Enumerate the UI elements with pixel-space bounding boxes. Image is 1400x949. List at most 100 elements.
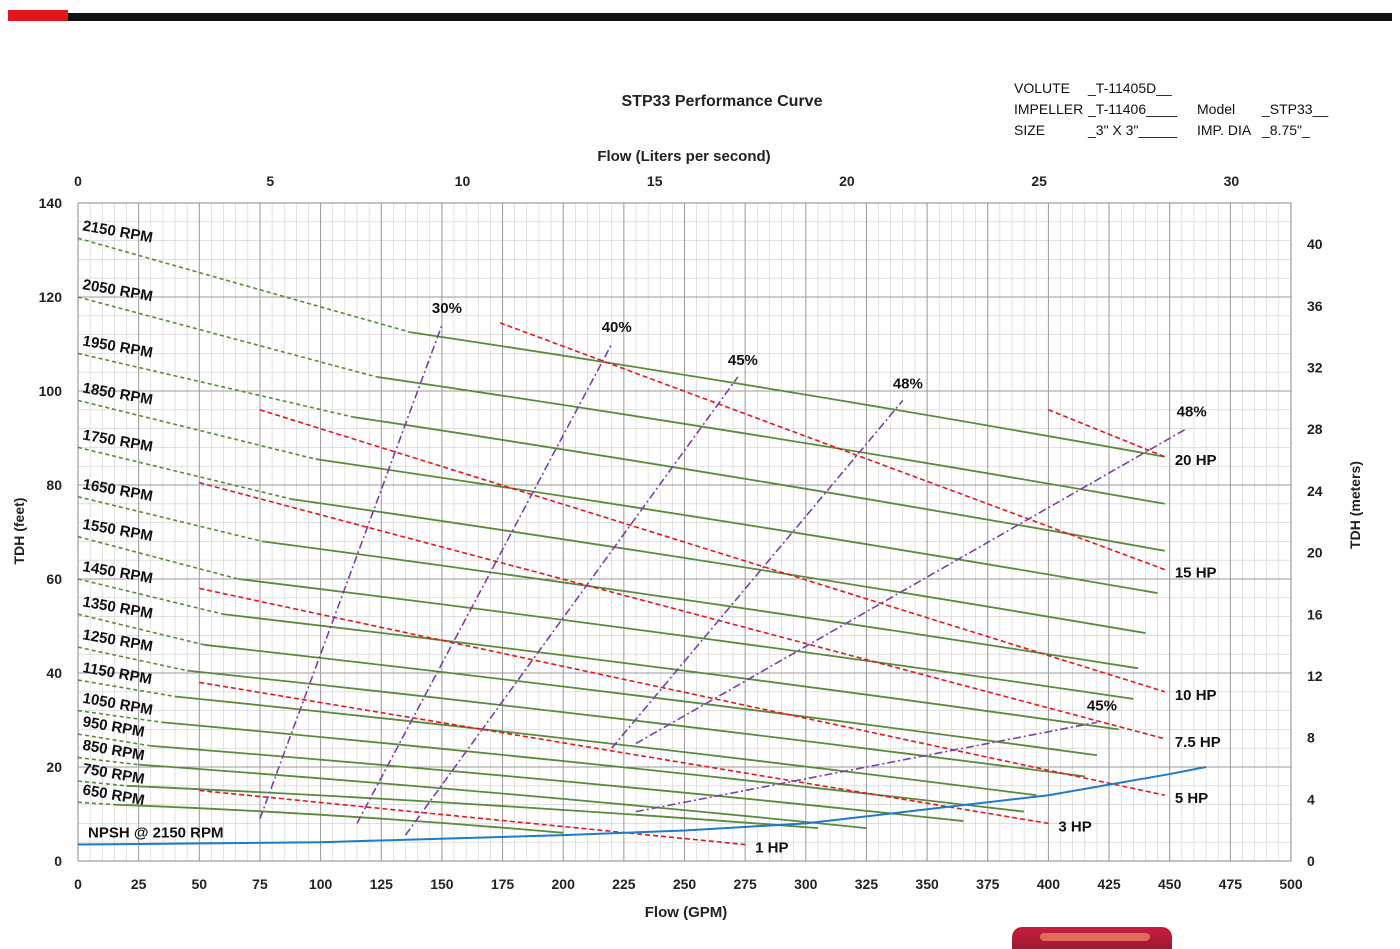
- y-axis-label: TDH (feet): [11, 498, 27, 565]
- x-tick-label: 450: [1158, 876, 1182, 892]
- x-top-tick-label: 5: [266, 173, 274, 189]
- x-tick-label: 100: [309, 876, 333, 892]
- rpm-curve-label: 1250 RPM: [81, 626, 154, 655]
- hp-curve-label: 10 HP: [1175, 687, 1217, 704]
- hp-curve-label: 3 HP: [1058, 818, 1091, 835]
- efficiency-curve-label: 30%: [432, 300, 462, 317]
- y-tick-label: 80: [46, 477, 62, 493]
- hp-curve: [499, 322, 1166, 571]
- y-tick-label: 40: [46, 665, 62, 681]
- x-tick-label: 200: [552, 876, 576, 892]
- x-tick-label: 225: [612, 876, 636, 892]
- rpm-curve-solid: [138, 763, 867, 829]
- hp-curve: [259, 409, 1166, 693]
- rpm-curve-dashed: [77, 446, 292, 500]
- efficiency-curve-label: 45%: [1087, 697, 1117, 714]
- x-tick-label: 250: [673, 876, 697, 892]
- rpm-curve-dashed: [77, 352, 353, 418]
- efficiency-curve: [611, 399, 904, 749]
- x-tick-label: 75: [252, 876, 268, 892]
- rpm-curve-solid: [291, 498, 1146, 634]
- hp-curve-label: 1 HP: [755, 840, 788, 857]
- efficiency-curve-label: 45%: [728, 352, 758, 369]
- efficiency-curve-label: 40%: [602, 319, 632, 336]
- x-tick-label: 125: [370, 876, 394, 892]
- x-tick-label: 300: [794, 876, 818, 892]
- product-image-highlight: [1040, 933, 1150, 941]
- rpm-curve-dashed: [77, 495, 263, 543]
- y-tick-label: 60: [46, 571, 62, 587]
- rpm-curve-solid: [174, 695, 1037, 797]
- y-right-tick-label: 40: [1307, 236, 1323, 252]
- brand-bar-black: [68, 13, 1392, 21]
- x-axis-label: Flow (GPM): [645, 904, 728, 921]
- efficiency-curve: [404, 376, 739, 836]
- hp-curve-label: 20 HP: [1175, 452, 1217, 469]
- x-tick-label: 400: [1037, 876, 1061, 892]
- x-tick-label: 325: [855, 876, 879, 892]
- volute-label: VOLUTE: [1014, 80, 1071, 96]
- rpm-curve-solid: [223, 613, 1119, 731]
- rpm-curve-label: 850 RPM: [81, 737, 146, 765]
- y-tick-label: 120: [39, 289, 63, 305]
- y-tick-label: 0: [54, 853, 62, 869]
- volute-value: _T-11405D__: [1088, 80, 1172, 96]
- rpm-curve-dashed: [77, 756, 139, 766]
- y-right-tick-label: 28: [1307, 421, 1323, 437]
- rpm-curve-dashed: [77, 679, 176, 698]
- efficiency-curve: [635, 427, 1188, 745]
- x-top-tick-label: 10: [455, 173, 471, 189]
- hp-curve: [199, 587, 1166, 796]
- rpm-curve-solid: [162, 721, 1025, 813]
- x-tick-label: 25: [131, 876, 147, 892]
- x-tick-label: 175: [491, 876, 515, 892]
- impeller-value: _T-11406____: [1088, 101, 1178, 117]
- rpm-curve-solid: [238, 578, 1134, 700]
- x-top-tick-label: 0: [74, 173, 82, 189]
- x-tick-label: 375: [976, 876, 1000, 892]
- hp-curve: [199, 481, 1166, 740]
- x-tick-label: 150: [430, 876, 454, 892]
- x-top-tick-label: 25: [1031, 173, 1047, 189]
- rpm-curve-dashed: [77, 399, 316, 460]
- y-right-tick-label: 20: [1307, 545, 1323, 561]
- x-tick-label: 425: [1097, 876, 1121, 892]
- y-tick-label: 140: [39, 195, 63, 211]
- rpm-curve-solid: [126, 784, 818, 829]
- rpm-curve-dashed: [77, 801, 115, 806]
- y-right-tick-label: 4: [1307, 791, 1315, 807]
- size-label: SIZE: [1014, 122, 1046, 138]
- rpm-curve-solid: [187, 669, 1085, 778]
- impdia-label: IMP. DIA: [1197, 122, 1252, 138]
- hp-curve-label: 5 HP: [1175, 790, 1208, 807]
- efficiency-curve: [356, 343, 613, 824]
- rpm-curve-dashed: [77, 578, 224, 616]
- efficiency-curve-label: 48%: [1177, 404, 1207, 421]
- x-tick-label: 275: [733, 876, 757, 892]
- impeller-label: IMPELLER: [1014, 101, 1084, 117]
- x-tick-label: 50: [192, 876, 208, 892]
- x-tick-label: 0: [74, 876, 82, 892]
- rpm-curve-solid: [410, 331, 1166, 458]
- model-label: Model: [1197, 101, 1236, 117]
- y-right-tick-label: 0: [1307, 853, 1315, 869]
- brand-bar-red: [8, 10, 68, 21]
- plot-frame: [77, 202, 1292, 862]
- npsh-curve: [77, 766, 1207, 846]
- hp-curve: [199, 789, 746, 846]
- rpm-curve-dashed: [77, 709, 164, 724]
- y-right-tick-label: 24: [1307, 483, 1323, 499]
- rpm-curve-dashed: [77, 237, 411, 334]
- rpm-curve-solid: [315, 458, 1158, 594]
- rpm-curve-solid: [150, 744, 964, 822]
- rpm-curve-solid: [114, 803, 564, 834]
- rpm-curve-dashed: [77, 296, 377, 378]
- y-right-tick-label: 36: [1307, 298, 1323, 314]
- rpm-curve-solid: [262, 540, 1139, 670]
- y-tick-label: 20: [46, 759, 62, 775]
- x-tick-label: 500: [1279, 876, 1303, 892]
- hp-curve-label: 15 HP: [1175, 565, 1217, 582]
- size-value: _3" X 3"_____: [1088, 122, 1178, 138]
- y-right-tick-label: 32: [1307, 360, 1323, 376]
